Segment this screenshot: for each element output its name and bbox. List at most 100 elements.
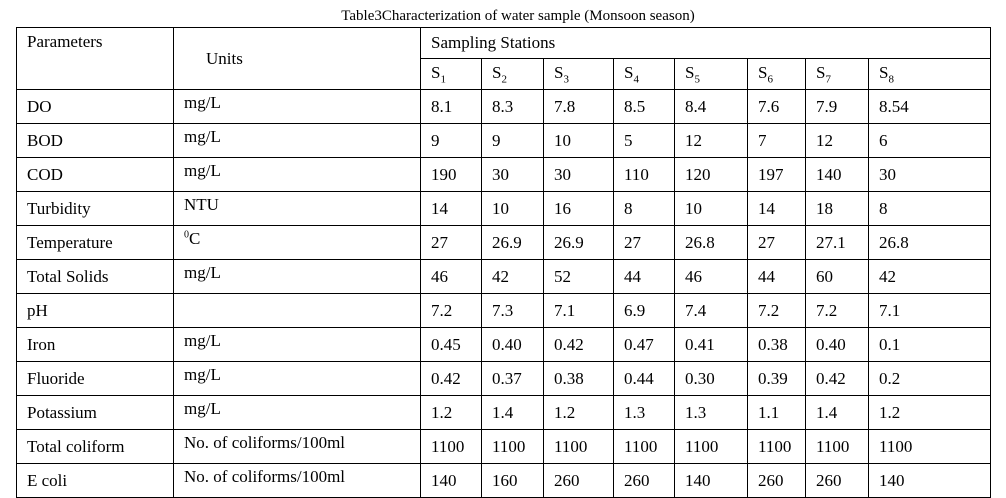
station-label: S: [816, 62, 826, 82]
parameter-cell: COD: [16, 157, 174, 192]
value-cell: 260: [805, 463, 869, 498]
value-cell: 12: [674, 123, 748, 158]
unit-text: NTU: [184, 195, 219, 214]
value-cell: 0.38: [543, 361, 614, 396]
value-cell: 1.3: [613, 395, 675, 430]
value-cell: 10: [543, 123, 614, 158]
table-row: Potassium mg/L 1.2 1.4 1.2 1.3 1.3 1.1 1.4 1.2: [16, 395, 992, 430]
value-cell: 60: [805, 259, 869, 294]
station-label: S: [431, 62, 441, 82]
table-row: pH 7.2 7.3 7.1 6.9 7.4 7.2 7.2 7.1: [16, 293, 992, 328]
table-row: Fluoride mg/L 0.42 0.37 0.38 0.44 0.30 0.39 0.42…: [16, 361, 992, 396]
unit-cell: NTU: [173, 191, 421, 226]
value-cell: 8.5: [613, 89, 675, 124]
value-cell: 26.9: [481, 225, 544, 260]
table-row: E coli No. of coliforms/100ml 140 160 260 260…: [16, 463, 992, 498]
parameter-cell: Turbidity: [16, 191, 174, 226]
value-cell: 0.38: [747, 327, 806, 362]
unit-text: No. of coliforms/100ml: [184, 467, 346, 486]
station-header: S2: [481, 58, 544, 90]
unit-cell: No. of coliforms/100ml: [173, 463, 421, 498]
value-cell: 8.1: [420, 89, 482, 124]
parameter-cell: BOD: [16, 123, 174, 158]
station-number: 4: [633, 73, 639, 86]
stations-row: S1 S2 S3 S4 S5 S6 S7 S8: [17, 58, 992, 90]
value-cell: 0.42: [805, 361, 869, 396]
unit-cell: mg/L: [173, 123, 421, 158]
unit-text: C: [189, 229, 201, 248]
unit-cell: No. of coliforms/100ml: [173, 429, 421, 464]
water-sample-table: Parameters Units Sampling Stations S1 S2 S…: [16, 27, 992, 498]
value-cell: 110: [613, 157, 675, 192]
parameter-cell: pH: [16, 293, 174, 328]
unit-superscript: 0: [184, 229, 189, 241]
value-cell: 26.8: [674, 225, 748, 260]
value-cell: 0.41: [674, 327, 748, 362]
value-cell: 7.9: [805, 89, 869, 124]
station-header: S7: [805, 58, 869, 90]
unit-cell: 0C: [173, 225, 421, 260]
value-cell: 0.1: [867, 327, 992, 362]
station-label: S: [492, 62, 502, 82]
station-label: S: [554, 62, 564, 82]
table-row: Iron mg/L 0.45 0.40 0.42 0.47 0.41 0.38 0.40 0.1: [16, 327, 992, 362]
parameter-cell: Fluoride: [16, 361, 174, 396]
value-cell: 1100: [747, 429, 806, 464]
header-parameters: Parameters: [16, 27, 174, 90]
value-cell: 1.1: [747, 395, 806, 430]
unit-text: mg/L: [184, 365, 221, 384]
value-cell: 1100: [481, 429, 544, 464]
station-label: S: [685, 62, 695, 82]
value-cell: 27: [613, 225, 675, 260]
parameter-cell: Total Solids: [16, 259, 174, 294]
value-cell: 0.40: [481, 327, 544, 362]
parameter-cell: Temperature: [16, 225, 174, 260]
station-number: 7: [825, 73, 831, 86]
value-cell: 260: [613, 463, 675, 498]
value-cell: 140: [867, 463, 992, 498]
value-cell: 260: [543, 463, 614, 498]
value-cell: 140: [674, 463, 748, 498]
value-cell: 42: [481, 259, 544, 294]
table-row: COD mg/L 190 30 30 110 120 197 140 30: [16, 157, 992, 192]
parameter-cell: Potassium: [16, 395, 174, 430]
value-cell: 9: [420, 123, 482, 158]
value-cell: 0.44: [613, 361, 675, 396]
value-cell: 7.8: [543, 89, 614, 124]
value-cell: 8: [613, 191, 675, 226]
station-number: 6: [767, 73, 773, 86]
station-label: S: [879, 62, 889, 82]
value-cell: 7: [747, 123, 806, 158]
value-cell: 27: [747, 225, 806, 260]
parameter-cell: E coli: [16, 463, 174, 498]
value-cell: 30: [867, 157, 992, 192]
unit-text: mg/L: [184, 331, 221, 350]
parameter-cell: DO: [16, 89, 174, 124]
value-cell: 52: [543, 259, 614, 294]
parameter-cell: Iron: [16, 327, 174, 362]
value-cell: 8: [867, 191, 992, 226]
value-cell: 12: [805, 123, 869, 158]
table-row: BOD mg/L 9 9 10 5 12 7 12 6: [16, 123, 992, 158]
value-cell: 26.8: [867, 225, 992, 260]
value-cell: 1.2: [420, 395, 482, 430]
value-cell: 190: [420, 157, 482, 192]
value-cell: 10: [481, 191, 544, 226]
unit-cell: mg/L: [173, 361, 421, 396]
value-cell: 0.37: [481, 361, 544, 396]
value-cell: 8.3: [481, 89, 544, 124]
unit-text: mg/L: [184, 399, 221, 418]
value-cell: 27.1: [805, 225, 869, 260]
station-header: S3: [543, 58, 614, 90]
table-row: Temperature 0C 27 26.9 26.9 27 26.8 27 27.1 26.8: [16, 225, 992, 260]
value-cell: 6: [867, 123, 992, 158]
value-cell: 0.47: [613, 327, 675, 362]
value-cell: 14: [420, 191, 482, 226]
unit-cell: mg/L: [173, 259, 421, 294]
value-cell: 46: [420, 259, 482, 294]
unit-cell: mg/L: [173, 395, 421, 430]
unit-text: mg/L: [184, 263, 221, 282]
table-caption: Table3Characterization of water sample (…: [341, 8, 695, 24]
value-cell: 1.4: [481, 395, 544, 430]
parameter-cell: Total coliform: [16, 429, 174, 464]
